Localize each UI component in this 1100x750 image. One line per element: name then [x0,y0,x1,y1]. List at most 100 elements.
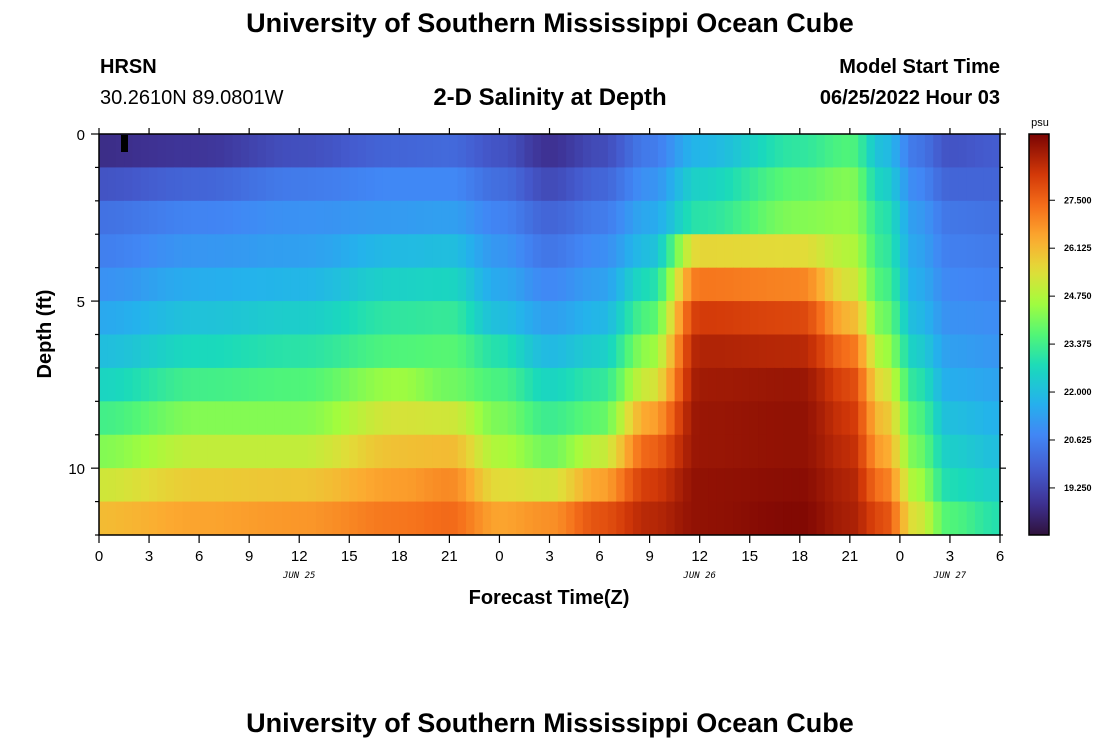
heatmap-cell [524,401,534,436]
heatmap-cell [624,301,634,335]
heatmap-cell [749,367,759,402]
heatmap-cell [891,167,901,202]
heatmap-cell [708,367,717,402]
heatmap-cell [632,501,642,536]
heatmap-cell [666,267,676,302]
heatmap-cell [99,167,108,202]
heatmap-cell [733,234,742,269]
heatmap-cell [783,134,793,168]
heatmap-cell [149,134,158,168]
heatmap-cell [541,167,551,202]
heatmap-cell [966,401,976,436]
heatmap-cell [507,501,517,536]
heatmap-cell [449,367,459,402]
heatmap-cell [958,200,968,235]
heatmap-cell [207,468,217,502]
heatmap-cell [449,267,459,302]
heatmap-cells [99,134,1001,536]
heatmap-cell [549,301,559,335]
heatmap-cell [591,401,601,436]
heatmap-cell [249,334,259,369]
heatmap-cell [457,200,467,235]
heatmap-cell [441,167,450,202]
heatmap-cell [349,134,359,168]
heatmap-cell [983,134,993,168]
heatmap-cell [833,167,843,202]
heatmap-cell [407,401,417,436]
heatmap-cell [883,267,893,302]
heatmap-cell [207,401,217,436]
heatmap-cell [424,401,434,436]
heatmap-cell [240,434,250,469]
heatmap-cell [741,334,751,369]
heatmap-cell [941,167,951,202]
heatmap-cell [682,501,692,536]
heatmap-cell [207,267,217,302]
heatmap-cell [607,234,617,269]
heatmap-cell [407,367,417,402]
colorbar-tick-label: 22.000 [1064,387,1092,397]
heatmap-cell [524,501,534,536]
colorbar-tick-label: 27.500 [1064,195,1092,205]
heatmap-cell [591,301,601,335]
heatmap-cell [466,468,476,502]
heatmap-cell [624,134,634,168]
heatmap-cell [340,200,350,235]
heatmap-cell [949,200,959,235]
heatmap-cell [199,468,209,502]
heatmap-cell [449,234,459,269]
heatmap-cell [916,468,926,502]
heatmap-cell [491,501,501,536]
heatmap-cell [666,200,676,235]
heatmap-cell [649,434,659,469]
heatmap-cell [724,301,734,335]
heatmap-cell [482,167,492,202]
heatmap-cell [916,501,926,536]
heatmap-cell [457,434,467,469]
heatmap-cell [374,234,384,269]
heatmap-cell [399,134,409,168]
heatmap-cell [132,501,142,536]
heatmap-cell [649,401,659,436]
heatmap-cell [365,367,375,402]
heatmap-cell [991,434,1001,469]
heatmap-cell [491,367,501,402]
heatmap-cell [949,468,959,502]
heatmap-cell [582,167,592,202]
heatmap-cell [591,200,601,235]
heatmap-cell [466,167,476,202]
heatmap-cell [240,267,250,302]
heatmap-cell [991,267,1001,302]
heatmap-cell [115,501,125,536]
heatmap-cell [674,267,684,302]
heatmap-cell [541,234,551,269]
heatmap-cell [282,468,292,502]
heatmap-cell [749,234,759,269]
heatmap-cell [257,468,267,502]
heatmap-cell [449,167,459,202]
heatmap-cell [758,134,767,168]
heatmap-cell [816,267,826,302]
heatmap-cell [449,434,459,469]
heatmap-cell [616,334,626,369]
heatmap-cell [582,401,592,436]
heatmap-cell [833,301,843,335]
heatmap-cell [149,367,158,402]
heatmap-cell [507,334,517,369]
heatmap-cell [416,301,425,335]
heatmap-cell [232,200,242,235]
heatmap-cell [649,468,659,502]
heatmap-cell [657,267,667,302]
heatmap-cell [783,301,793,335]
heatmap-cell [349,334,359,369]
heatmap-cell [157,334,167,369]
heatmap-cell [974,134,984,168]
y-tick-label: 5 [77,294,85,311]
heatmap-cell [240,301,250,335]
heatmap-cell [866,468,876,502]
heatmap-cell [365,167,375,202]
heatmap-cell [374,334,384,369]
heatmap-cell [841,468,851,502]
heatmap-cell [632,167,642,202]
heatmap-cell [624,367,634,402]
